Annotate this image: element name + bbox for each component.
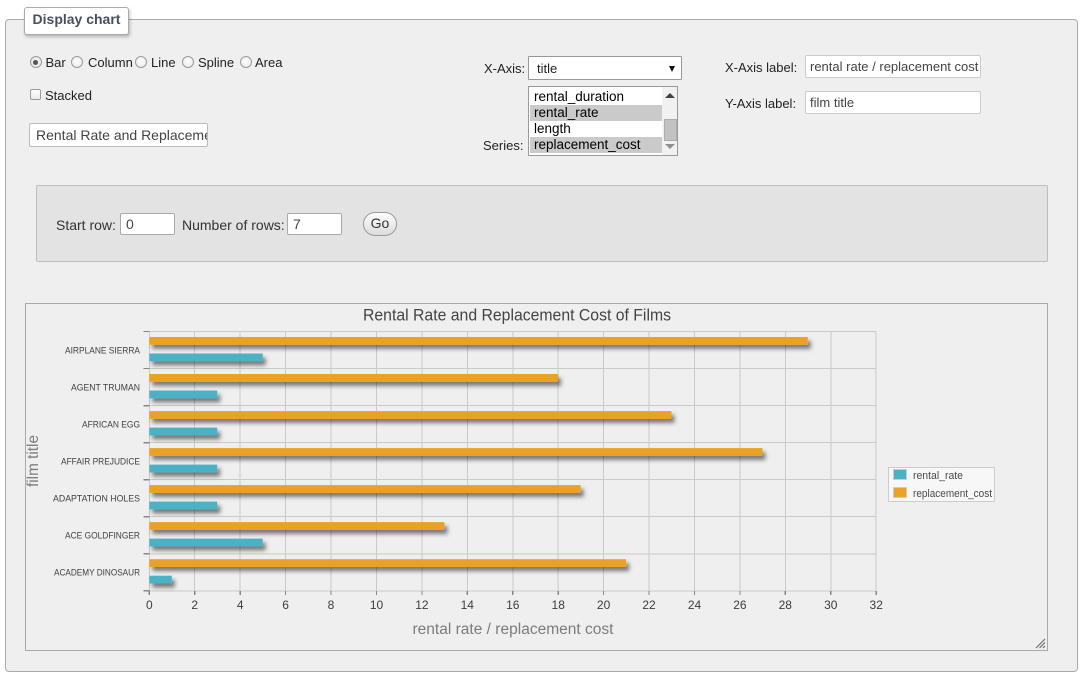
svg-text:8: 8 (328, 598, 335, 612)
svg-text:12: 12 (415, 598, 429, 612)
svg-text:22: 22 (642, 598, 656, 612)
svg-text:AFFAIR PREJUDICE: AFFAIR PREJUDICE (61, 457, 140, 468)
svg-text:AIRPLANE SIERRA: AIRPLANE SIERRA (65, 345, 141, 356)
svg-text:2: 2 (191, 598, 198, 612)
svg-text:6: 6 (282, 598, 289, 612)
svg-text:28: 28 (779, 598, 793, 612)
svg-text:4: 4 (237, 598, 244, 612)
svg-text:18: 18 (552, 598, 566, 612)
svg-text:26: 26 (733, 598, 747, 612)
svg-text:rental rate / replacement cost: rental rate / replacement cost (413, 621, 615, 638)
svg-text:film title: film title (25, 435, 42, 487)
svg-text:16: 16 (506, 598, 520, 612)
svg-text:ACE GOLDFINGER: ACE GOLDFINGER (65, 531, 140, 542)
svg-text:32: 32 (870, 598, 884, 612)
svg-text:replacement_cost: replacement_cost (913, 488, 992, 500)
svg-text:10: 10 (370, 598, 384, 612)
svg-text:20: 20 (597, 598, 611, 612)
svg-text:Rental Rate and Replacement Co: Rental Rate and Replacement Cost of Film… (363, 306, 671, 325)
svg-text:0: 0 (146, 598, 153, 612)
svg-text:AFRICAN EGG: AFRICAN EGG (82, 420, 140, 431)
svg-text:24: 24 (688, 598, 702, 612)
svg-text:30: 30 (824, 598, 838, 612)
svg-text:rental_rate: rental_rate (913, 470, 963, 482)
svg-text:ACADEMY DINOSAUR: ACADEMY DINOSAUR (54, 568, 140, 579)
svg-text:ADAPTATION HOLES: ADAPTATION HOLES (53, 494, 140, 505)
svg-text:14: 14 (461, 598, 475, 612)
svg-text:AGENT TRUMAN: AGENT TRUMAN (71, 382, 140, 393)
